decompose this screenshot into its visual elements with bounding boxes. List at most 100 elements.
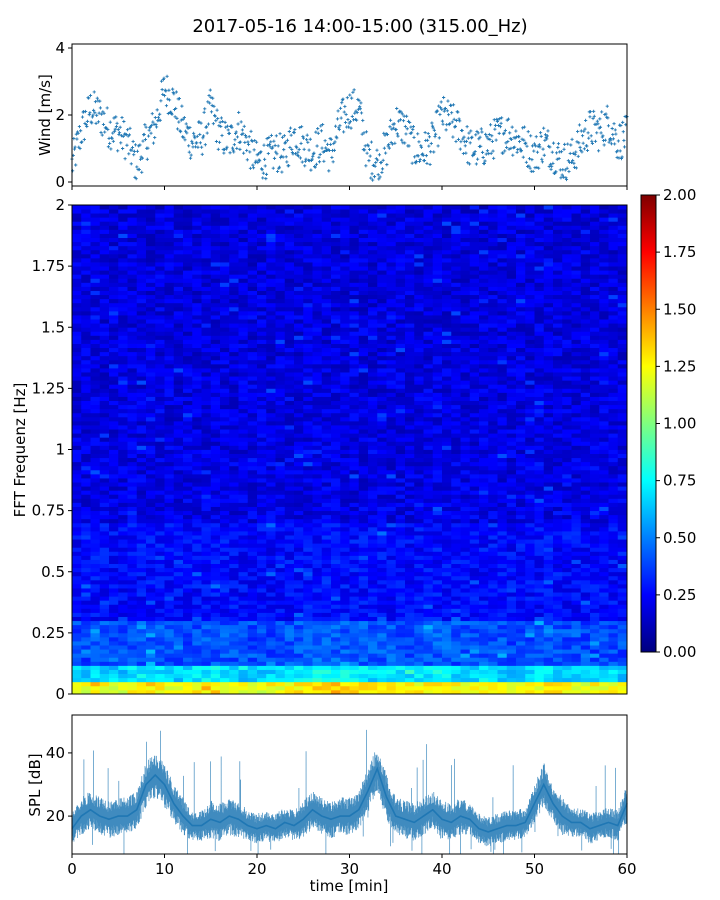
spectrogram-cell (368, 286, 378, 291)
spectrogram-cell (340, 473, 350, 479)
wind-point (298, 156, 303, 160)
spectrogram-cell (358, 453, 369, 459)
spectrogram-cell (284, 539, 295, 544)
spectrogram-cell (136, 253, 147, 259)
spectrogram-cell (109, 575, 119, 581)
spectrogram-cell (266, 310, 276, 316)
spectrogram-cell (164, 363, 175, 369)
wind-point (577, 141, 581, 145)
wind-point (108, 120, 112, 124)
spectrogram-cell (358, 624, 369, 630)
spectrogram-cell (303, 547, 313, 552)
spectrogram-cell (349, 368, 360, 373)
spectrogram-cell (284, 392, 295, 397)
spectrogram-cell (136, 298, 147, 304)
spectrogram-cell (284, 506, 295, 512)
spectrogram-cell (210, 490, 221, 495)
spectrogram-cell (164, 612, 175, 617)
wind-point (353, 111, 357, 115)
spectrogram-cell (99, 372, 110, 377)
spectrogram-cell (146, 343, 156, 349)
wind-point (559, 176, 563, 180)
spectrogram-cell (127, 502, 138, 507)
spectrogram-cell (173, 653, 184, 658)
spectrogram-cell (368, 441, 378, 446)
spectrogram-cell (229, 420, 239, 426)
spectrogram-cell (358, 645, 369, 650)
spectrogram-cell (312, 514, 323, 520)
spectrogram-cell (210, 274, 221, 279)
wind-point (317, 155, 321, 159)
spectrogram-cell (312, 225, 323, 230)
wind-point (181, 117, 185, 121)
spectrogram-cell (220, 400, 230, 406)
spectrogram-cell (127, 286, 138, 291)
spectrogram-cell (173, 282, 184, 287)
spectrogram-cell (321, 339, 332, 344)
spectrogram-cell (312, 445, 323, 450)
spectrogram-cell (118, 514, 128, 520)
spectrogram-cell (257, 400, 267, 406)
spectrogram-cell (284, 319, 295, 324)
spectrogram-cell (155, 441, 165, 446)
spectrogram-cell (201, 555, 212, 560)
spectrogram-cell (358, 425, 369, 430)
spectrogram-cell (155, 653, 165, 658)
spectrogram-cell (173, 665, 184, 670)
spectrogram-cell (201, 510, 212, 516)
spectrogram-cell (368, 433, 378, 438)
spectrogram-cell (229, 278, 239, 283)
spectrogram-cell (146, 306, 156, 312)
spectrogram-cell (321, 315, 332, 320)
wind-point (405, 114, 409, 118)
spectrogram-cell (173, 408, 184, 414)
spectrogram-cell (173, 575, 184, 581)
spectrogram-cell (164, 319, 175, 324)
spectrogram-cell (321, 551, 332, 556)
wind-point (493, 123, 498, 127)
spectrogram-cell (275, 567, 286, 573)
wind-point (305, 133, 309, 137)
spectrogram-cell (155, 437, 165, 442)
spectrogram-cell (90, 620, 101, 626)
spectrogram-cell (173, 608, 184, 613)
spectrogram-cell (220, 445, 230, 450)
spectrogram-cell (284, 457, 295, 463)
spectrogram-cell (155, 677, 165, 683)
spectrogram-cell (368, 616, 378, 622)
spectrogram-cell (155, 547, 165, 552)
spectrogram-cell (358, 310, 369, 316)
spectrogram-cell (146, 237, 156, 243)
spectrogram-cell (164, 416, 175, 422)
spectrogram-cell (99, 657, 110, 662)
spectrogram-cell (220, 237, 230, 243)
spectrogram-cell (294, 547, 304, 552)
spectrogram-cell (155, 433, 165, 438)
wind-point (242, 124, 246, 128)
spectrogram-cell (136, 233, 147, 238)
spectrogram-cell (109, 665, 119, 670)
spectrogram-cell (294, 213, 304, 218)
spectrogram-cell (284, 449, 295, 454)
spectrogram-cell (229, 514, 239, 520)
wind-point (187, 144, 191, 148)
spectrogram-cell (192, 441, 202, 446)
spectrogram-cell (136, 657, 147, 662)
spectrogram-cell (173, 286, 184, 291)
spectrogram-cell (331, 506, 341, 512)
spectrogram-cell (109, 221, 119, 226)
wind-point (500, 116, 504, 120)
spectrogram-cell (266, 347, 276, 353)
spectrogram-cell (183, 441, 193, 446)
spectrogram-cell (81, 563, 91, 569)
wind-point (335, 136, 339, 140)
spectrogram-cell (247, 657, 258, 662)
spectrogram-cell (275, 526, 286, 532)
spectrogram-cell (312, 347, 323, 353)
spectrogram-cell (238, 294, 249, 300)
spectrogram-cell (303, 665, 313, 670)
spectrogram-cell (81, 282, 91, 287)
spectrogram-cell (257, 355, 267, 361)
spectrogram-cell (81, 302, 91, 308)
spectrogram-cell (72, 420, 82, 426)
